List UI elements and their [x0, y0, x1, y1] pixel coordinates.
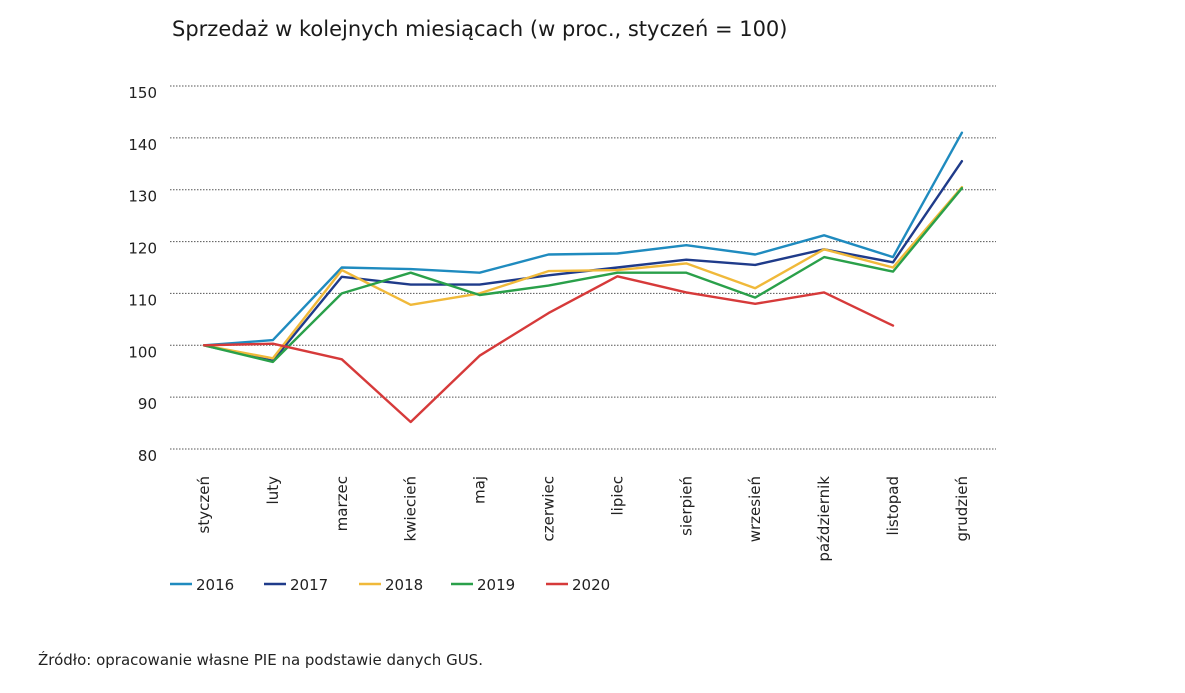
series-line-2018	[202, 185, 964, 360]
source-note: Źródło: opracowanie własne PIE na podsta…	[38, 651, 483, 669]
x-tick-label: listopad	[884, 476, 902, 535]
legend-label: 2017	[290, 576, 328, 594]
x-tick-label: luty	[264, 476, 282, 505]
legend-label: 2018	[385, 576, 423, 594]
x-tick-label: sierpień	[677, 476, 695, 536]
x-tick-label: marzec	[333, 476, 351, 531]
x-tick-label: październik	[815, 476, 833, 562]
x-tick-label: grudzień	[953, 476, 971, 542]
y-tick-label: 90	[138, 395, 157, 413]
line-chart: 80 90 100 110 120 130 140 150 styczeń luty marzec…	[128, 84, 996, 594]
series-line-2019	[202, 186, 964, 364]
legend-label: 2019	[477, 576, 515, 594]
legend-label: 2020	[572, 576, 610, 594]
chart-title: Sprzedaż w kolejnych miesiącach (w proc.…	[172, 17, 788, 41]
y-tick-label: 130	[128, 188, 157, 206]
legend-item-2016: 2016	[170, 576, 234, 594]
legend-label: 2016	[196, 576, 234, 594]
x-tick-label: maj	[471, 476, 489, 504]
series-lines	[202, 131, 964, 424]
x-tick-label: wrzesień	[746, 476, 764, 542]
legend-item-2020: 2020	[546, 576, 610, 594]
y-tick-label: 110	[128, 291, 157, 309]
y-tick-label: 80	[138, 447, 157, 465]
legend-item-2018: 2018	[359, 576, 423, 594]
series-line-2020	[202, 275, 895, 424]
legend-item-2017: 2017	[264, 576, 328, 594]
legend: 2016 2017 2018 2019 2020	[170, 576, 610, 594]
legend-item-2019: 2019	[451, 576, 515, 594]
y-tick-label: 140	[128, 136, 157, 154]
y-axis-ticks: 80 90 100 110 120 130 140 150	[128, 84, 157, 465]
x-tick-label: czerwiec	[540, 476, 558, 541]
gridlines	[170, 85, 996, 450]
x-tick-label: styczeń	[195, 476, 213, 533]
x-axis-ticks: styczeń luty marzec kwiecień maj czerwiec lipi…	[195, 476, 971, 562]
x-tick-label: kwiecień	[402, 476, 420, 542]
x-tick-label: lipiec	[608, 476, 626, 516]
y-tick-label: 150	[128, 84, 157, 102]
y-tick-label: 120	[128, 240, 157, 258]
series-line-2016	[202, 131, 964, 347]
y-tick-label: 100	[128, 343, 157, 361]
